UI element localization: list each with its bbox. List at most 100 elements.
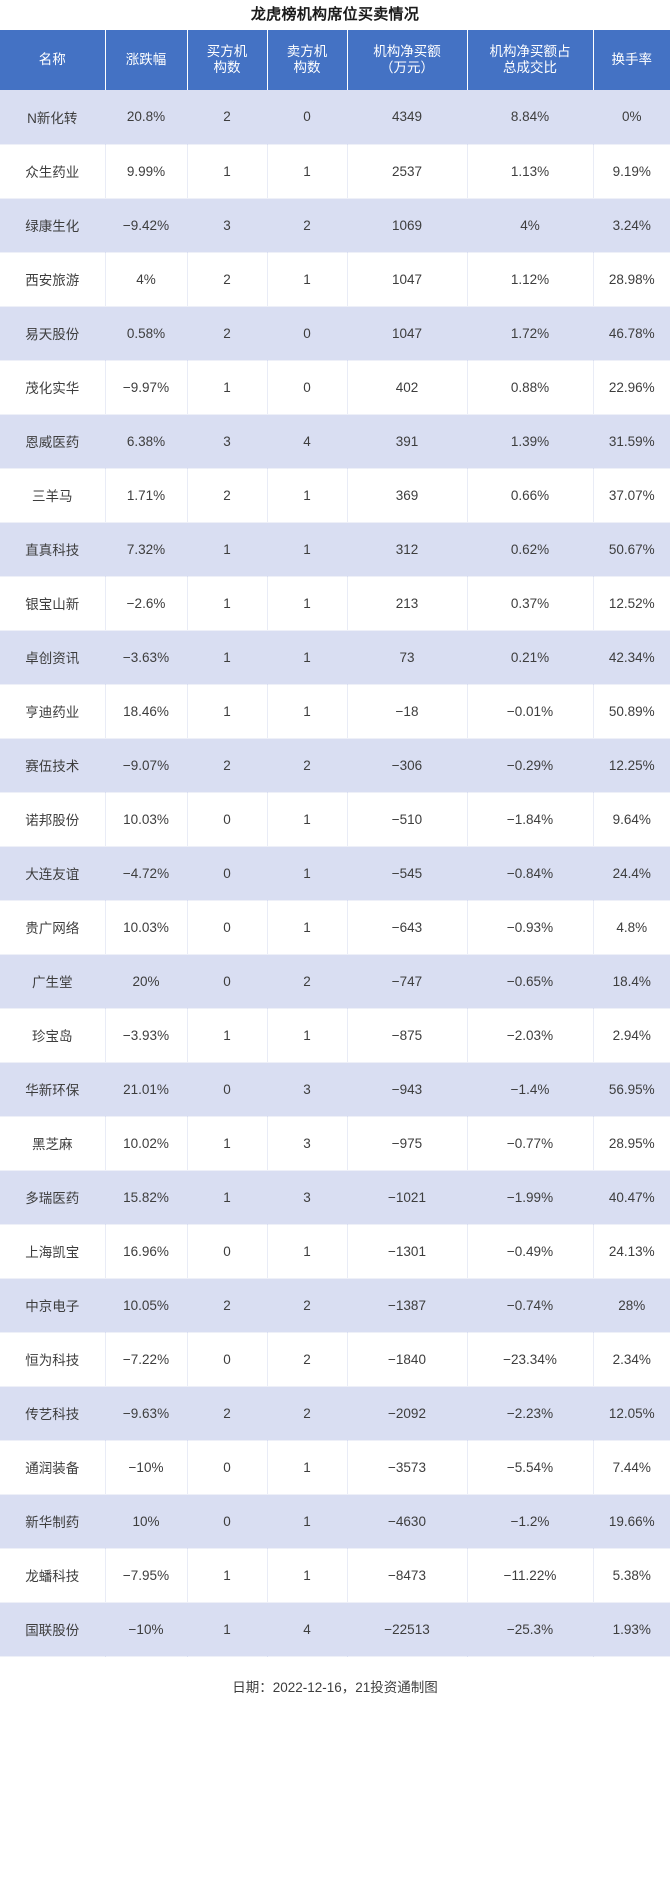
table-row[interactable]: 多瑞医药 15.82% 1 3 −1021 −1.99% 40.47% bbox=[0, 1170, 670, 1224]
column-header-3[interactable]: 卖方机 构数 bbox=[267, 30, 348, 90]
cell-turnover: 7.44% bbox=[593, 1439, 670, 1495]
column-header-5[interactable]: 机构净买额占 总成交比 bbox=[467, 30, 594, 90]
cell-buyers: 1 bbox=[187, 1007, 268, 1063]
cell-change: 10.02% bbox=[105, 1115, 188, 1171]
table-row[interactable]: 传艺科技 −9.63% 2 2 −2092 −2.23% 12.05% bbox=[0, 1386, 670, 1440]
cell-sellers: 2 bbox=[267, 738, 348, 792]
table-row[interactable]: 茂化实华 −9.97% 1 0 402 0.88% 22.96% bbox=[0, 359, 670, 415]
cell-change: 10.05% bbox=[105, 1278, 188, 1332]
cell-ratio: −0.29% bbox=[467, 738, 594, 792]
cell-turnover: 5.38% bbox=[593, 1547, 670, 1603]
cell-ratio: 0.37% bbox=[467, 575, 594, 631]
cell-name: 易天股份 bbox=[0, 306, 106, 360]
table-row[interactable]: 广生堂 20% 0 2 −747 −0.65% 18.4% bbox=[0, 954, 670, 1008]
table-row[interactable]: 诺邦股份 10.03% 0 1 −510 −1.84% 9.64% bbox=[0, 791, 670, 847]
cell-name: 茂化实华 bbox=[0, 359, 106, 415]
cell-name: 卓创资讯 bbox=[0, 630, 106, 684]
table-row[interactable]: 西安旅游 4% 2 1 1047 1.12% 28.98% bbox=[0, 251, 670, 307]
cell-name: 西安旅游 bbox=[0, 251, 106, 307]
cell-change: 7.32% bbox=[105, 522, 188, 576]
cell-net: −545 bbox=[347, 846, 468, 900]
cell-sellers: 0 bbox=[267, 359, 348, 415]
table-row[interactable]: 众生药业 9.99% 1 1 2537 1.13% 9.19% bbox=[0, 143, 670, 199]
cell-net: −2092 bbox=[347, 1386, 468, 1440]
cell-sellers: 2 bbox=[267, 1386, 348, 1440]
table-row[interactable]: 赛伍技术 −9.07% 2 2 −306 −0.29% 12.25% bbox=[0, 738, 670, 792]
cell-buyers: 2 bbox=[187, 90, 268, 144]
cell-buyers: 0 bbox=[187, 846, 268, 900]
cell-name: 上海凯宝 bbox=[0, 1223, 106, 1279]
table-row[interactable]: 卓创资讯 −3.63% 1 1 73 0.21% 42.34% bbox=[0, 630, 670, 684]
table-row[interactable]: 三羊马 1.71% 2 1 369 0.66% 37.07% bbox=[0, 467, 670, 523]
cell-net: 73 bbox=[347, 630, 468, 684]
cell-ratio: 0.66% bbox=[467, 467, 594, 523]
table-row[interactable]: 银宝山新 −2.6% 1 1 213 0.37% 12.52% bbox=[0, 575, 670, 631]
cell-ratio: −0.77% bbox=[467, 1115, 594, 1171]
cell-turnover: 9.64% bbox=[593, 791, 670, 847]
cell-buyers: 2 bbox=[187, 738, 268, 792]
cell-buyers: 3 bbox=[187, 198, 268, 252]
cell-name: 诺邦股份 bbox=[0, 791, 106, 847]
cell-buyers: 0 bbox=[187, 954, 268, 1008]
cell-name: 直真科技 bbox=[0, 522, 106, 576]
table-row[interactable]: 上海凯宝 16.96% 0 1 −1301 −0.49% 24.13% bbox=[0, 1223, 670, 1279]
cell-turnover: 40.47% bbox=[593, 1170, 670, 1224]
table-row[interactable]: 国联股份 −10% 1 4 −22513 −25.3% 1.93% bbox=[0, 1602, 670, 1656]
cell-change: 21.01% bbox=[105, 1062, 188, 1116]
column-header-6[interactable]: 换手率 bbox=[593, 30, 670, 90]
cell-net: −643 bbox=[347, 899, 468, 955]
table-row[interactable]: 大连友谊 −4.72% 0 1 −545 −0.84% 24.4% bbox=[0, 846, 670, 900]
cell-net: 2537 bbox=[347, 143, 468, 199]
cell-sellers: 1 bbox=[267, 575, 348, 631]
cell-ratio: −1.99% bbox=[467, 1170, 594, 1224]
table-row[interactable]: 贵广网络 10.03% 0 1 −643 −0.93% 4.8% bbox=[0, 899, 670, 955]
cell-buyers: 0 bbox=[187, 1439, 268, 1495]
column-header-4[interactable]: 机构净买额 （万元） bbox=[347, 30, 468, 90]
table-row[interactable]: 华新环保 21.01% 0 3 −943 −1.4% 56.95% bbox=[0, 1062, 670, 1116]
table-row[interactable]: 易天股份 0.58% 2 0 1047 1.72% 46.78% bbox=[0, 306, 670, 360]
cell-sellers: 4 bbox=[267, 414, 348, 468]
table-row[interactable]: 通润装备 −10% 0 1 −3573 −5.54% 7.44% bbox=[0, 1439, 670, 1495]
cell-change: 6.38% bbox=[105, 414, 188, 468]
cell-change: 20% bbox=[105, 954, 188, 1008]
cell-sellers: 1 bbox=[267, 846, 348, 900]
cell-sellers: 1 bbox=[267, 683, 348, 739]
column-header-0[interactable]: 名称 bbox=[0, 30, 106, 90]
cell-turnover: 24.13% bbox=[593, 1223, 670, 1279]
cell-name: 黑芝麻 bbox=[0, 1115, 106, 1171]
cell-sellers: 1 bbox=[267, 899, 348, 955]
table-row[interactable]: 龙蟠科技 −7.95% 1 1 −8473 −11.22% 5.38% bbox=[0, 1547, 670, 1603]
table-row[interactable]: 亨迪药业 18.46% 1 1 −18 −0.01% 50.89% bbox=[0, 683, 670, 739]
cell-buyers: 0 bbox=[187, 791, 268, 847]
cell-net: −306 bbox=[347, 738, 468, 792]
table-row[interactable]: 黑芝麻 10.02% 1 3 −975 −0.77% 28.95% bbox=[0, 1115, 670, 1171]
cell-ratio: −23.34% bbox=[467, 1331, 594, 1387]
cell-sellers: 4 bbox=[267, 1602, 348, 1656]
column-header-2[interactable]: 买方机 构数 bbox=[187, 30, 268, 90]
cell-ratio: −1.4% bbox=[467, 1062, 594, 1116]
cell-name: 珍宝岛 bbox=[0, 1007, 106, 1063]
cell-net: −8473 bbox=[347, 1547, 468, 1603]
cell-buyers: 1 bbox=[187, 683, 268, 739]
cell-sellers: 1 bbox=[267, 251, 348, 307]
table-row[interactable]: 恩威医药 6.38% 3 4 391 1.39% 31.59% bbox=[0, 414, 670, 468]
cell-change: 18.46% bbox=[105, 683, 188, 739]
cell-name: 赛伍技术 bbox=[0, 738, 106, 792]
cell-name: 众生药业 bbox=[0, 143, 106, 199]
cell-net: −747 bbox=[347, 954, 468, 1008]
table-row[interactable]: 中京电子 10.05% 2 2 −1387 −0.74% 28% bbox=[0, 1278, 670, 1332]
column-header-1[interactable]: 涨跌幅 bbox=[105, 30, 188, 90]
cell-buyers: 1 bbox=[187, 1115, 268, 1171]
cell-ratio: −11.22% bbox=[467, 1547, 594, 1603]
table-row[interactable]: 绿康生化 −9.42% 3 2 1069 4% 3.24% bbox=[0, 198, 670, 252]
cell-change: −9.42% bbox=[105, 198, 188, 252]
table-row[interactable]: 珍宝岛 −3.93% 1 1 −875 −2.03% 2.94% bbox=[0, 1007, 670, 1063]
cell-ratio: −0.93% bbox=[467, 899, 594, 955]
cell-change: −10% bbox=[105, 1439, 188, 1495]
table-row[interactable]: 新华制药 10% 0 1 −4630 −1.2% 19.66% bbox=[0, 1494, 670, 1548]
cell-ratio: −1.84% bbox=[467, 791, 594, 847]
table-row[interactable]: 恒为科技 −7.22% 0 2 −1840 −23.34% 2.34% bbox=[0, 1331, 670, 1387]
cell-sellers: 0 bbox=[267, 90, 348, 144]
table-row[interactable]: N新化转 20.8% 2 0 4349 8.84% 0% bbox=[0, 90, 670, 144]
table-row[interactable]: 直真科技 7.32% 1 1 312 0.62% 50.67% bbox=[0, 522, 670, 576]
